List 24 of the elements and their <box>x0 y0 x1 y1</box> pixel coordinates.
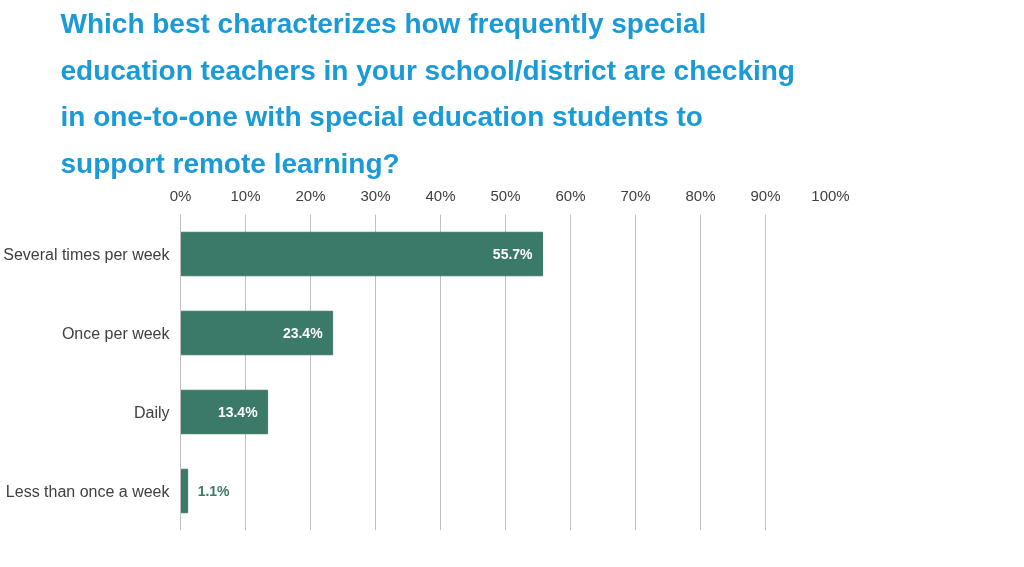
data-label: 1.1% <box>197 483 231 499</box>
bar <box>180 310 334 356</box>
bar <box>180 468 189 514</box>
y-tick-label: Several times per week <box>3 245 171 263</box>
x-tick-label: 60% <box>555 186 586 204</box>
bar <box>180 389 269 435</box>
x-tick-label: 100% <box>811 186 850 204</box>
bar <box>180 231 544 277</box>
x-tick-label: 80% <box>685 186 716 204</box>
x-tick-label: 40% <box>425 186 456 204</box>
x-tick-label: 30% <box>360 186 391 204</box>
data-label: 23.4% <box>282 325 324 341</box>
x-tick-label: 0% <box>169 186 192 204</box>
data-label: 55.7% <box>492 246 534 262</box>
y-tick-label: Daily <box>133 403 170 421</box>
x-tick-label: 10% <box>230 186 261 204</box>
data-label: 13.4% <box>217 404 259 420</box>
x-tick-label: 90% <box>750 186 781 204</box>
chart-title: Which best characterizes how frequently special education teachers in your school/district are checking in one-to-one with special education students to support remote learning? <box>60 8 795 179</box>
x-tick-label: 70% <box>620 186 651 204</box>
y-tick-label: Less than once a week <box>5 482 171 500</box>
x-tick-label: 50% <box>490 186 521 204</box>
y-tick-label: Once per week <box>61 324 171 342</box>
x-tick-label: 20% <box>295 186 326 204</box>
